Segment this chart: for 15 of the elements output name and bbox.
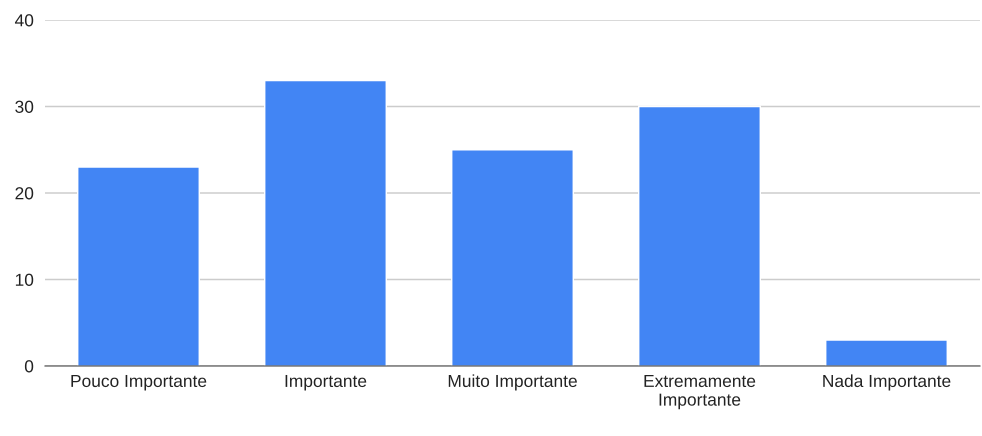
y-tick-label: 30 — [15, 100, 34, 113]
bar — [264, 80, 387, 366]
bar — [638, 106, 761, 366]
x-tick-label: Pouco Importante — [71, 374, 206, 391]
x-tick-label: Nada Importante — [823, 374, 950, 391]
y-tick-label: 20 — [15, 187, 34, 200]
y-tick-label: 0 — [24, 360, 34, 372]
x-tick-label: Muito Importante — [448, 374, 577, 391]
y-tick-label: 10 — [16, 274, 34, 286]
y-tick-label: 40 — [14, 14, 34, 26]
bar — [77, 166, 200, 366]
x-tick-label: Extremamente Importante — [644, 374, 756, 410]
x-tick-label: Importante — [286, 374, 366, 391]
bar — [825, 339, 948, 366]
bar — [451, 149, 574, 366]
